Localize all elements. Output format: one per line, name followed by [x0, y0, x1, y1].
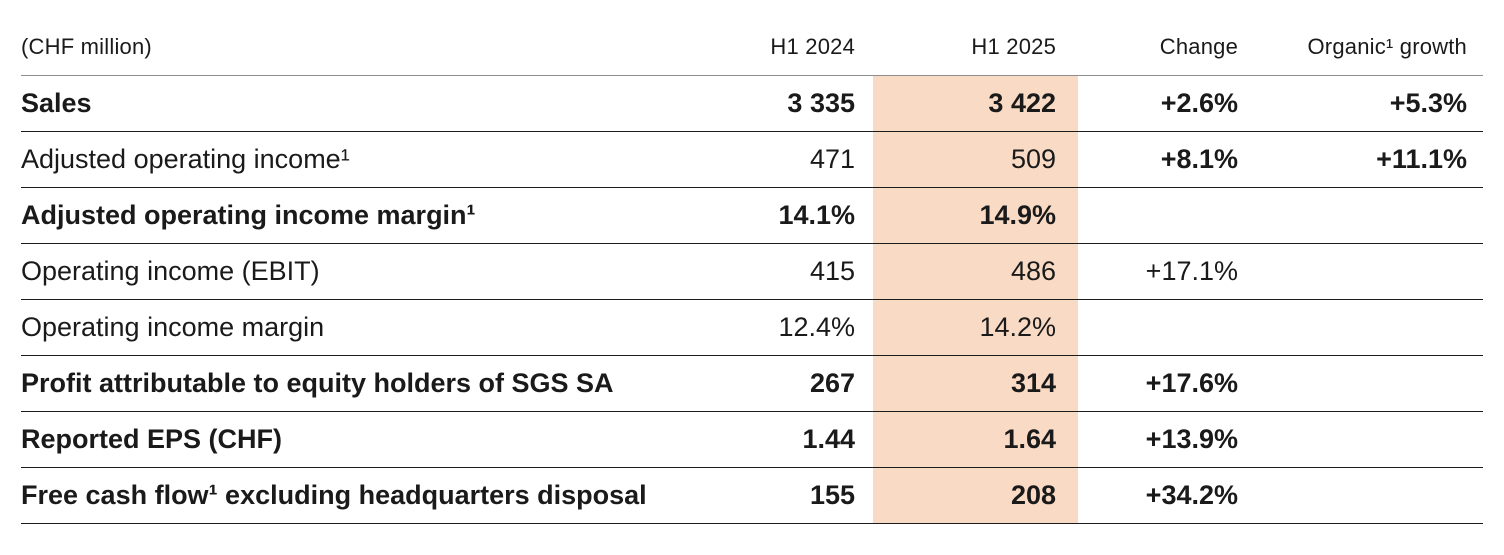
- row-label: Operating income margin: [21, 312, 325, 342]
- h1-2025-value: 1.64: [873, 412, 1078, 467]
- organic-growth-value: [1238, 412, 1483, 467]
- row-label: Reported EPS (CHF): [21, 424, 283, 454]
- change-value: +17.1%: [1145, 256, 1238, 286]
- table-row-operating-income-ebit: Operating income (EBIT) 415 486 +17.1%: [21, 244, 1483, 300]
- table-row-adjusted-operating-income: Adjusted operating income¹ 471 509 +8.1%…: [21, 132, 1483, 188]
- col-header-organic-growth: Organic¹ growth: [1307, 34, 1467, 59]
- organic-growth-value: [1238, 468, 1483, 523]
- table-row-free-cash-flow: Free cash flow¹ excluding headquarters d…: [21, 468, 1483, 524]
- change-value: +17.6%: [1145, 368, 1238, 398]
- h1-2024-value: 1.44: [802, 424, 855, 454]
- h1-2024-value: 267: [809, 368, 855, 398]
- table-row-sales: Sales 3 335 3 422 +2.6% +5.3%: [21, 76, 1483, 132]
- h1-2025-value: 509: [873, 132, 1078, 187]
- table-row-operating-income-margin: Operating income margin 12.4% 14.2%: [21, 300, 1483, 356]
- h1-2024-value: 14.1%: [778, 200, 855, 230]
- col-header-h1-2024: H1 2024: [770, 34, 855, 59]
- row-label: Profit attributable to equity holders of…: [21, 368, 614, 398]
- organic-growth-value: +5.3%: [1389, 88, 1467, 118]
- organic-growth-value: [1238, 356, 1483, 411]
- row-label: Operating income (EBIT): [21, 256, 320, 286]
- h1-2025-value: 3 422: [873, 76, 1078, 131]
- h1-2024-value: 3 335: [787, 88, 855, 118]
- change-value: [1078, 188, 1238, 243]
- table-header-row: (CHF million) H1 2024 H1 2025 Change Org…: [21, 0, 1483, 76]
- change-value: +2.6%: [1160, 88, 1238, 118]
- h1-2025-value: 208: [873, 468, 1078, 523]
- row-label: Sales: [21, 88, 92, 118]
- row-label: Free cash flow¹ excluding headquarters d…: [21, 480, 647, 510]
- unit-label: (CHF million): [21, 34, 152, 59]
- row-label: Adjusted operating income¹: [21, 144, 350, 174]
- h1-2025-value: 486: [873, 244, 1078, 299]
- table-row-profit-attributable: Profit attributable to equity holders of…: [21, 356, 1483, 412]
- change-value: +8.1%: [1160, 144, 1238, 174]
- col-header-change: Change: [1159, 34, 1238, 59]
- h1-2024-value: 12.4%: [778, 312, 855, 342]
- h1-2024-value: 471: [809, 144, 855, 174]
- h1-2025-value: 14.9%: [873, 188, 1078, 243]
- table-row-reported-eps: Reported EPS (CHF) 1.44 1.64 +13.9%: [21, 412, 1483, 468]
- table-row-adjusted-operating-income-margin: Adjusted operating income margin¹ 14.1% …: [21, 188, 1483, 244]
- organic-growth-value: [1238, 244, 1483, 299]
- change-value: +13.9%: [1145, 424, 1238, 454]
- h1-2024-value: 155: [809, 480, 855, 510]
- organic-growth-value: +11.1%: [1376, 144, 1467, 174]
- change-value: [1078, 300, 1238, 355]
- organic-growth-value: [1238, 188, 1483, 243]
- h1-2024-value: 415: [809, 256, 855, 286]
- change-value: +34.2%: [1145, 480, 1238, 510]
- financial-summary-table: (CHF million) H1 2024 H1 2025 Change Org…: [21, 0, 1483, 524]
- h1-2025-value: 314: [873, 356, 1078, 411]
- row-label: Adjusted operating income margin¹: [21, 200, 476, 230]
- col-header-h1-2025: H1 2025: [971, 34, 1056, 59]
- organic-growth-value: [1238, 300, 1483, 355]
- h1-2025-value: 14.2%: [873, 300, 1078, 355]
